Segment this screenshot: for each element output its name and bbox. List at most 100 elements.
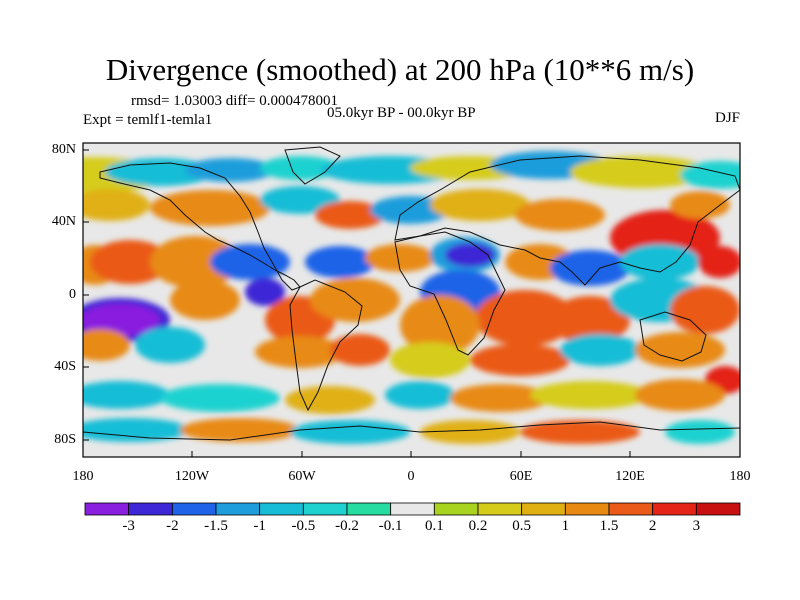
colorbar-box	[346, 502, 392, 516]
colorbar-label: 0.2	[468, 518, 488, 534]
colorbar-label: -0.1	[378, 518, 403, 534]
lat-label-40n: 40N	[51, 214, 76, 229]
coast-greenland	[284, 146, 341, 185]
colorbar-label: 3	[692, 518, 701, 534]
plot-title: Divergence (smoothed) at 200 hPa (10**6 …	[105, 52, 695, 87]
field-blob	[83, 418, 190, 442]
field-blob	[420, 420, 520, 444]
colorbar-box	[652, 502, 697, 516]
lat-label-0: 0	[69, 287, 76, 302]
field-blob	[90, 240, 170, 284]
field-blob	[670, 191, 730, 219]
field-blob	[330, 334, 390, 366]
coastlines	[83, 146, 740, 441]
field-blob	[185, 158, 275, 182]
lon-label-120w: 120W	[174, 469, 210, 484]
colorbar-box	[390, 502, 435, 516]
field-blob	[570, 156, 710, 188]
colorbar-box	[259, 502, 304, 516]
coast-africa	[394, 231, 506, 356]
colorbar-label: -0.2	[335, 518, 359, 534]
coast-antarctica	[83, 421, 740, 441]
field-blob	[180, 418, 300, 442]
colorbar-label: 2	[648, 518, 657, 534]
field-blob	[635, 332, 725, 368]
colorbar-label: -3	[122, 518, 135, 534]
field-blob	[83, 381, 170, 409]
field-blob	[260, 186, 340, 214]
lon-label-180w: 180	[72, 469, 94, 484]
colorbar-box	[433, 502, 479, 516]
colorbar-box	[695, 502, 741, 516]
field-blob	[160, 384, 280, 412]
lon-label-60w: 60W	[288, 469, 316, 484]
field-blob	[530, 381, 650, 409]
field-blob	[83, 304, 160, 336]
lat-label-80n: 80N	[51, 142, 76, 157]
field-blobs	[83, 151, 740, 444]
axis-ticks	[82, 149, 741, 457]
field-blob	[135, 327, 205, 363]
field-blob	[245, 278, 285, 306]
field-blob	[470, 344, 570, 376]
lon-label-180e: 180	[729, 469, 751, 484]
colorbar	[84, 502, 741, 516]
field-blob	[520, 420, 640, 444]
field-blob	[385, 381, 455, 409]
field-blob	[515, 199, 605, 231]
field-blob	[170, 280, 240, 320]
colorbar-box	[564, 502, 610, 516]
field-blob	[550, 250, 630, 286]
field-blob	[680, 161, 740, 189]
coast-eurasia	[394, 155, 740, 286]
colorbar-box	[302, 502, 348, 516]
colorbar-label: 1.5	[599, 518, 619, 534]
divergence-field	[83, 143, 740, 457]
field-blob	[83, 189, 150, 221]
field-blob	[150, 236, 240, 288]
lon-label-0: 0	[407, 469, 415, 484]
field-blob	[210, 244, 290, 280]
field-blob	[670, 286, 740, 334]
colorbar-box	[215, 502, 261, 516]
field-blob	[635, 379, 725, 411]
field-blob	[260, 156, 340, 180]
colorbar-box	[171, 502, 217, 516]
stats-line: rmsd= 1.03003 diff= 0.000478001	[131, 93, 339, 109]
colorbar-label: -0.5	[291, 518, 316, 534]
colorbar-label: -1.5	[204, 518, 228, 534]
field-blob	[150, 190, 270, 226]
colorbar-label: 1	[561, 518, 570, 534]
field-blob	[550, 296, 630, 344]
field-blob	[430, 189, 530, 221]
colorbar-box	[521, 502, 566, 516]
field-blob	[620, 244, 700, 280]
colorbar-label: -1	[253, 518, 266, 534]
field-blob	[450, 384, 550, 412]
colorbar-box	[84, 502, 130, 516]
field-blob	[698, 246, 740, 278]
field-blob	[365, 244, 435, 272]
field-blob	[285, 386, 375, 414]
lat-label-80s: 80S	[54, 432, 76, 447]
period-line: 05.0kyr BP - 00.0kyr BP	[327, 105, 476, 121]
lon-label-60e: 60E	[509, 469, 533, 484]
experiment-line: Expt = temlf1-temla1	[83, 112, 213, 128]
field-blob	[665, 420, 735, 444]
field-blob	[390, 342, 470, 378]
field-blob	[475, 290, 575, 346]
field-blob	[83, 329, 130, 361]
field-blob	[445, 243, 495, 267]
field-blob	[305, 246, 375, 278]
colorbar-box	[477, 502, 523, 516]
field-blob	[290, 420, 410, 444]
field-blob	[370, 196, 450, 224]
field-blob	[560, 334, 640, 366]
colorbar-label: 0.1	[424, 518, 444, 534]
coast-north-america	[99, 162, 301, 291]
field-blob	[315, 201, 385, 229]
field-blob	[255, 336, 345, 368]
colorbar-box	[128, 502, 173, 516]
lat-label-40s: 40S	[54, 359, 76, 374]
